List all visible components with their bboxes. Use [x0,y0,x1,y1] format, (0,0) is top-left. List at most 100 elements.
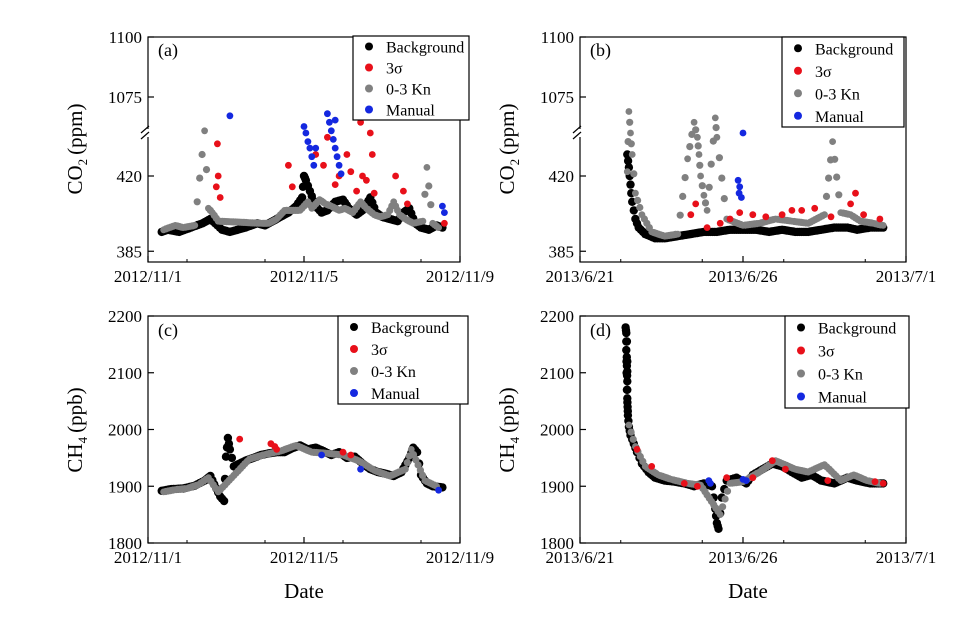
point-manual [331,144,339,152]
point-manual [734,176,742,184]
x-tick-label: 2012/11/1 [114,548,182,567]
y-tick-label: 2100 [108,364,142,383]
trace-zero-to-three-kn [416,218,425,226]
point-manual [742,477,750,484]
panel-label: (b) [590,40,611,61]
panel-label: (d) [590,320,611,341]
data-points [623,108,888,243]
panel-c: 2012/11/1 2012/11/5 2012/11/9 1800 1900 2000 2… [63,307,494,603]
panel-label: (a) [158,40,178,61]
point-three-sigma [236,435,244,443]
point-three-sigma [648,463,656,470]
point-three-sigma [726,215,734,223]
y-tick-label: 1075 [108,88,142,107]
x-tick-label: 2012/11/1 [114,267,182,286]
trace-zero-to-three-kn [679,192,687,200]
trace-zero-to-three-kn [630,170,638,178]
x-axis-label: Date [284,579,324,603]
trace-background [303,181,313,190]
trace-zero-to-three-kn [696,161,704,169]
point-three-sigma [879,480,887,487]
trace-background [623,367,632,376]
y-tick-label: 1100 [109,28,142,47]
point-three-sigma [852,189,859,197]
point-three-sigma [798,207,806,214]
point-three-sigma [392,172,399,180]
point-three-sigma [331,181,339,189]
x-axis-label: Date [728,579,768,603]
trace-background [623,398,632,407]
legend-marker-manual [794,111,802,120]
point-zero-to-three-kn [711,114,719,122]
y-tick-label: 2200 [108,307,142,326]
point-zero-to-three-kn [690,118,698,126]
point-zero-to-three-kn [625,421,633,429]
point-manual [308,153,316,161]
point-manual [324,110,331,118]
point-three-sigma [633,446,641,453]
point-three-sigma [716,219,724,227]
trace-zero-to-three-kn [721,495,729,503]
panel-a: 2012/11/1 2012/11/5 2012/11/9 1075 1100 385 42… [63,28,494,286]
point-three-sigma [288,183,296,191]
point-three-sigma [824,477,832,484]
y-tick-label: 1800 [108,534,142,553]
legend-label-background: Background [818,321,896,338]
point-zero-to-three-kn [684,155,691,163]
point-three-sigma [762,213,770,221]
y-label-subscript: 2 [507,159,522,166]
point-zero-to-three-kn [697,172,704,180]
legend-marker-three-sigma [794,66,802,75]
point-three-sigma [324,133,331,141]
legend-box [781,36,905,128]
trace-zero-to-three-kn [672,230,680,238]
point-manual [331,116,339,124]
axis-ticks: 2013/6/21 2013/6/26 2013/7/1 1800 1900 2000 21… [540,307,936,567]
y-tick-label: 385 [549,242,575,261]
point-three-sigma [363,176,370,184]
trace-zero-to-three-kn [831,155,839,163]
trace-zero-to-three-kn [723,487,732,495]
axis-break-mark [140,131,150,140]
legend-marker-three-sigma [350,345,358,353]
trace-zero-to-three-kn [421,190,429,198]
point-zero-to-three-kn [703,207,711,214]
point-manual [318,451,325,459]
x-tick-label: 2012/11/9 [426,267,494,286]
trace-zero-to-three-kn [427,201,435,209]
point-manual [739,129,747,137]
legend-label-manual: Manual [815,109,864,126]
point-three-sigma [368,151,376,158]
point-three-sigma [212,183,220,191]
point-three-sigma [871,478,879,486]
point-manual [304,138,312,146]
point-three-sigma [782,465,789,473]
trace-background [623,156,633,166]
x-tick-label: 2013/7/1 [876,548,936,567]
point-three-sigma [749,211,757,219]
trace-zero-to-three-kn [206,206,214,214]
point-three-sigma [357,118,364,126]
trace-zero-to-three-kn [718,174,726,182]
trace-background [622,352,631,362]
axis-break-mark [140,125,150,134]
point-manual [300,123,308,130]
point-three-sigma [404,200,411,208]
trace-zero-to-three-kn [681,174,689,182]
trace-zero-to-three-kn [425,182,433,190]
x-tick-label: 2013/6/26 [709,548,778,567]
y-label-unit: (ppm) [63,103,87,154]
point-zero-to-three-kn [201,127,209,135]
x-tick-label: 2013/6/26 [709,267,778,286]
legend-marker-manual [797,392,805,401]
legend-marker-zero-to-three-kn [365,84,373,93]
point-manual [337,170,345,178]
point-three-sigma [827,213,835,221]
point-manual [226,112,234,120]
y-tick-label: 2200 [540,307,574,326]
legend-label-background: Background [815,41,893,58]
point-three-sigma [359,172,366,180]
y-tick-label: 2100 [540,364,574,383]
point-manual [335,161,343,169]
